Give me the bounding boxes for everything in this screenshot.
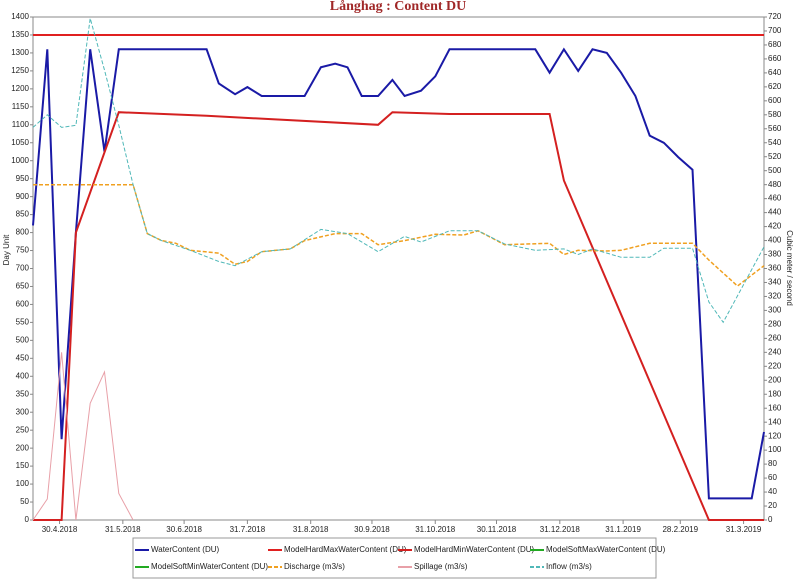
- y-tick-label: 300: [16, 407, 30, 416]
- y-tick-label: 0: [25, 515, 30, 524]
- y2-tick-label: 440: [768, 208, 782, 217]
- y-tick-label: 50: [20, 497, 29, 506]
- y-tick-label: 1150: [12, 102, 30, 111]
- y2-tick-label: 560: [768, 124, 782, 133]
- y-tick-label: 750: [16, 246, 30, 255]
- y-tick-label: 550: [16, 318, 30, 327]
- y2-tick-label: 0: [768, 515, 773, 524]
- x-tick-label: 31.10.2018: [415, 525, 456, 534]
- y2-tick-label: 300: [768, 306, 782, 315]
- y2-tick-label: 640: [768, 68, 782, 77]
- y-tick-label: 1300: [11, 48, 29, 57]
- y2-tick-label: 180: [768, 389, 782, 398]
- legend-label: ModelHardMaxWaterContent (DU): [284, 545, 407, 554]
- y2-tick-label: 200: [768, 375, 782, 384]
- y2-tick-label: 460: [768, 194, 782, 203]
- y2-tick-label: 480: [768, 180, 782, 189]
- y2-tick-label: 500: [768, 166, 782, 175]
- x-tick-label: 31.5.2018: [105, 525, 141, 534]
- y2-tick-label: 20: [768, 501, 777, 510]
- y-tick-label: 200: [16, 443, 30, 452]
- x-tick-label: 31.12.2018: [540, 525, 581, 534]
- legend-box: [132, 537, 657, 579]
- y-tick-label: 1350: [11, 30, 29, 39]
- x-tick-label: 31.8.2018: [293, 525, 329, 534]
- y-tick-label: 250: [16, 425, 30, 434]
- y-tick-label: 950: [16, 174, 30, 183]
- y2-tick-label: 60: [768, 473, 777, 482]
- series-line: [32, 47, 765, 500]
- legend-label: ModelSoftMaxWaterContent (DU): [546, 545, 666, 554]
- x-tick-label: 30.11.2018: [477, 525, 517, 534]
- y2-tick-label: 600: [768, 96, 782, 105]
- series-line: [32, 352, 134, 521]
- y2-tick-label: 360: [768, 264, 782, 273]
- chart-title: Långhag : Content DU: [330, 0, 467, 14]
- y-tick-label: 150: [16, 461, 30, 470]
- legend-label: Spillage (m3/s): [414, 562, 468, 571]
- y2-tick-label: 160: [768, 403, 782, 412]
- y-tick-label: 700: [16, 264, 30, 273]
- y2-tick-label: 40: [768, 487, 777, 496]
- y2-tick-label: 140: [768, 417, 782, 426]
- y2-tick-label: 420: [768, 222, 782, 231]
- y-axis-label: Day Unit: [2, 234, 11, 265]
- y-tick-label: 1250: [11, 66, 29, 75]
- y-tick-label: 400: [16, 371, 30, 380]
- x-tick-label: 31.1.2019: [605, 525, 641, 534]
- y2-tick-label: 720: [768, 12, 782, 21]
- legend-label: Discharge (m3/s): [284, 562, 345, 571]
- y2-tick-label: 260: [768, 333, 782, 342]
- series-line: [32, 18, 765, 324]
- y-tick-label: 1000: [11, 156, 29, 165]
- legend-label: Inflow (m3/s): [546, 562, 592, 571]
- x-tick-label: 30.9.2018: [354, 525, 390, 534]
- y-tick-label: 850: [16, 210, 30, 219]
- y-tick-label: 100: [16, 479, 30, 488]
- x-tick-label: 30.4.2018: [42, 525, 78, 534]
- y2-tick-label: 540: [768, 138, 782, 147]
- y2-tick-label: 240: [768, 347, 782, 356]
- y-tick-label: 1100: [12, 120, 30, 129]
- y2-tick-label: 120: [768, 431, 782, 440]
- y2-tick-label: 100: [768, 445, 782, 454]
- y-tick-label: 450: [16, 353, 30, 362]
- y-tick-label: 350: [16, 389, 30, 398]
- x-tick-label: 31.7.2018: [230, 525, 266, 534]
- y-tick-label: 1050: [11, 138, 29, 147]
- legend-label: ModelHardMinWaterContent (DU): [414, 545, 535, 554]
- y-tick-label: 650: [16, 282, 30, 291]
- legend-label: ModelSoftMinWaterContent (DU): [151, 562, 268, 571]
- legend-label: WaterContent (DU): [151, 545, 220, 554]
- y2-tick-label: 580: [768, 110, 782, 119]
- x-tick-label: 30.6.2018: [166, 525, 202, 534]
- y2-tick-label: 220: [768, 361, 782, 370]
- y2-tick-label: 400: [768, 236, 782, 245]
- y-tick-label: 900: [16, 192, 30, 201]
- y2-tick-label: 380: [768, 250, 782, 259]
- y-tick-label: 600: [16, 300, 30, 309]
- y2-tick-label: 680: [768, 40, 782, 49]
- y2-tick-label: 620: [768, 82, 782, 91]
- y2-tick-label: 280: [768, 319, 782, 328]
- y-tick-label: 500: [16, 335, 30, 344]
- y2-tick-label: 660: [768, 54, 782, 63]
- y-tick-label: 800: [16, 228, 30, 237]
- x-tick-label: 28.2.2019: [662, 525, 698, 534]
- y2-axis-label: Cubic meter / second: [785, 230, 794, 306]
- y-tick-label: 1400: [11, 12, 29, 21]
- y2-tick-label: 700: [768, 26, 782, 35]
- y2-tick-label: 320: [768, 292, 782, 301]
- y2-tick-label: 520: [768, 152, 782, 161]
- x-tick-label: 31.3.2019: [726, 525, 762, 534]
- y-tick-label: 1200: [11, 84, 29, 93]
- y2-tick-label: 80: [768, 459, 777, 468]
- series-line: [33, 111, 764, 521]
- y2-tick-label: 340: [768, 278, 782, 287]
